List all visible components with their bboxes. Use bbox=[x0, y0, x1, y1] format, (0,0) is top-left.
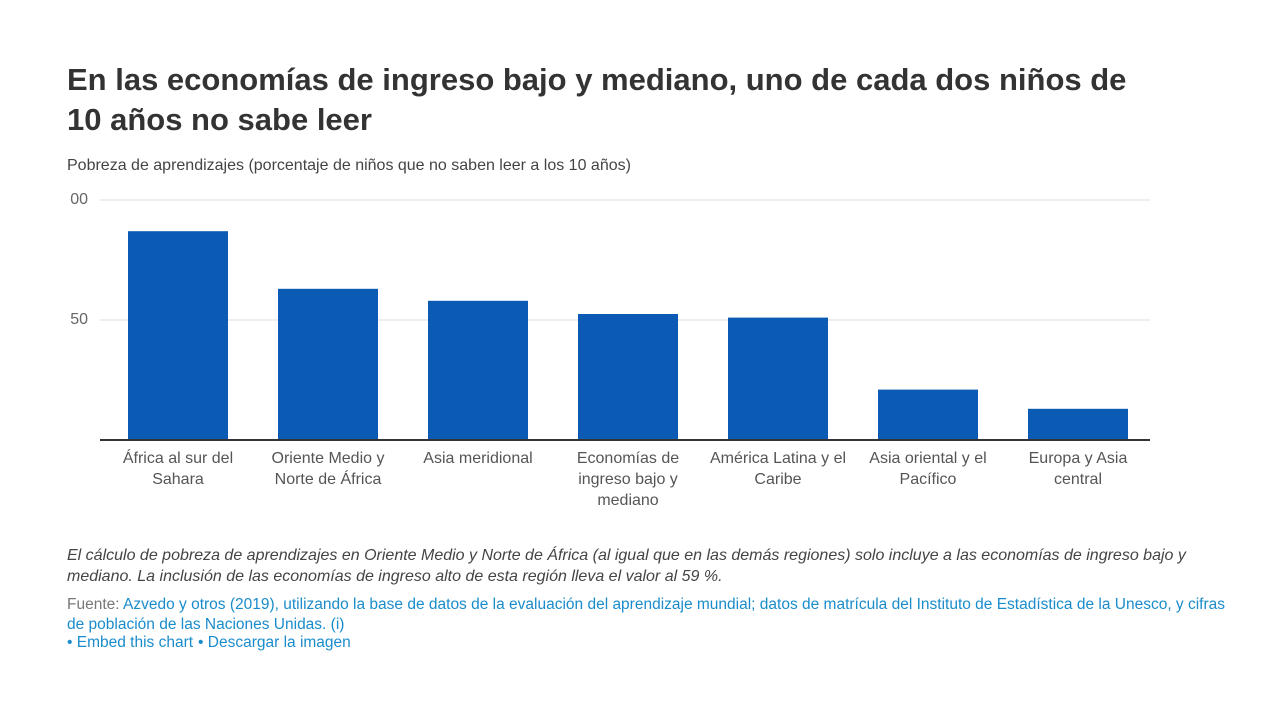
bar bbox=[878, 389, 978, 440]
x-tick-label: Asia meridional bbox=[423, 450, 533, 467]
link[interactable]: Embed this chart bbox=[67, 634, 193, 651]
bar bbox=[728, 317, 828, 440]
source: Fuente: Azvedo y otros (2019), utilizand… bbox=[67, 595, 1227, 635]
chart-subtitle: Pobreza de aprendizajes (porcentaje de n… bbox=[67, 157, 631, 174]
x-tick-label: Europa y Asia central bbox=[1028, 450, 1128, 488]
link[interactable]: Descargar la imagen bbox=[198, 634, 351, 651]
x-tick-label: América Latina y el Caribe bbox=[709, 450, 847, 488]
bar bbox=[128, 231, 228, 440]
bar bbox=[1028, 408, 1128, 440]
bar bbox=[428, 300, 528, 440]
x-tick-label: Economías de ingreso bajo y mediano bbox=[576, 450, 680, 509]
note: El cálculo de pobreza de aprendizajes en… bbox=[67, 547, 1186, 585]
y-tick-label: 50 bbox=[70, 311, 88, 328]
y-tick-label: 00 bbox=[70, 191, 88, 208]
source-link[interactable]: Azvedo y otros (2019), utilizando la bas… bbox=[67, 596, 1226, 633]
x-tick-label: Oriente Medio y Norte de África bbox=[271, 450, 385, 488]
bar bbox=[578, 314, 678, 440]
links: Embed this chart Descargar la imagen bbox=[67, 634, 351, 652]
x-tick-label: Asia oriental y el Pacífico bbox=[869, 450, 987, 488]
chart-title: En las economías de ingreso bajo y media… bbox=[67, 62, 1127, 137]
source-label: Fuente: bbox=[67, 596, 120, 613]
x-tick-label: África al sur del Sahara bbox=[122, 450, 234, 488]
bar bbox=[278, 288, 378, 440]
